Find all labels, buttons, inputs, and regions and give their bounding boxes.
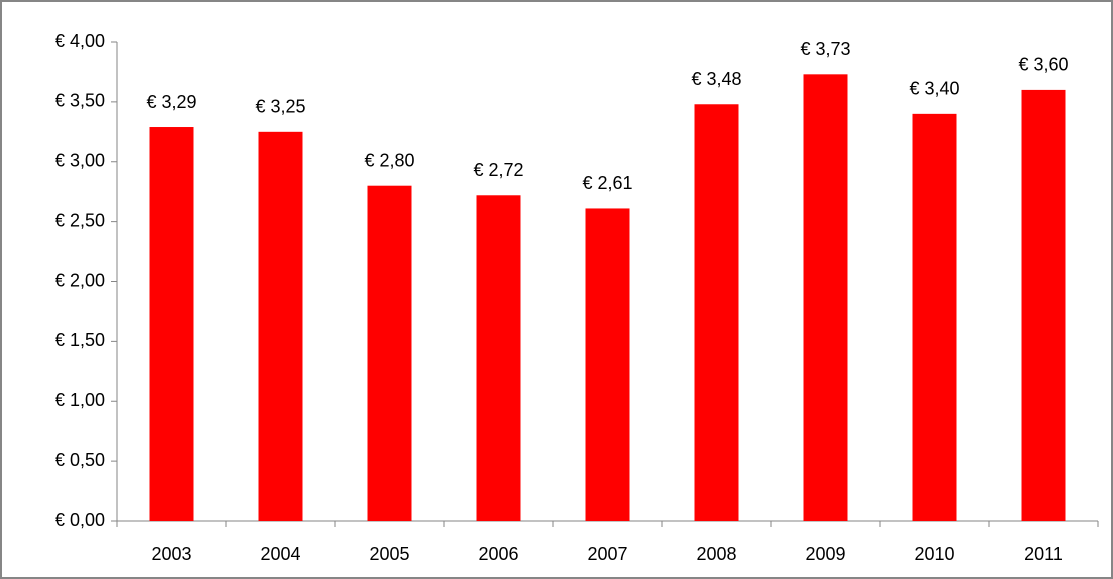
x-tick-label: 2004 <box>260 544 300 564</box>
bar <box>803 74 848 522</box>
data-label: € 2,72 <box>473 160 523 180</box>
data-label: € 3,48 <box>691 69 741 89</box>
x-tick-label: 2006 <box>478 544 518 564</box>
x-tick-label: 2008 <box>696 544 736 564</box>
bar <box>912 113 957 521</box>
y-tick-label: € 1,50 <box>55 330 105 350</box>
data-label: € 3,29 <box>146 92 196 112</box>
bar <box>585 208 630 521</box>
bar <box>1021 89 1066 522</box>
data-label: € 3,40 <box>909 79 959 99</box>
y-tick-label: € 4,00 <box>55 31 105 51</box>
bar <box>694 104 739 522</box>
x-tick-label: 2010 <box>914 544 954 564</box>
x-tick-label: 2003 <box>151 544 191 564</box>
data-label: € 2,61 <box>582 173 632 193</box>
y-tick-label: € 3,50 <box>55 91 105 111</box>
data-label: € 2,80 <box>364 150 414 170</box>
y-tick-label: € 2,00 <box>55 270 105 290</box>
y-tick-label: € 0,50 <box>55 450 105 470</box>
data-label: € 3,73 <box>800 39 850 59</box>
bar <box>149 127 194 522</box>
x-tick-label: 2011 <box>1024 544 1063 564</box>
bar <box>367 185 412 521</box>
y-tick-label: € 0,00 <box>55 510 105 530</box>
data-label: € 3,60 <box>1018 55 1068 75</box>
y-tick-label: € 2,50 <box>55 210 105 230</box>
data-label: € 3,25 <box>255 97 305 117</box>
y-tick-label: € 1,00 <box>55 390 105 410</box>
y-tick-label: € 3,00 <box>55 151 105 171</box>
x-tick-label: 2007 <box>587 544 627 564</box>
bar <box>258 131 303 521</box>
x-tick-label: 2005 <box>369 544 409 564</box>
x-tick-label: 2009 <box>805 544 845 564</box>
bar <box>476 195 521 521</box>
